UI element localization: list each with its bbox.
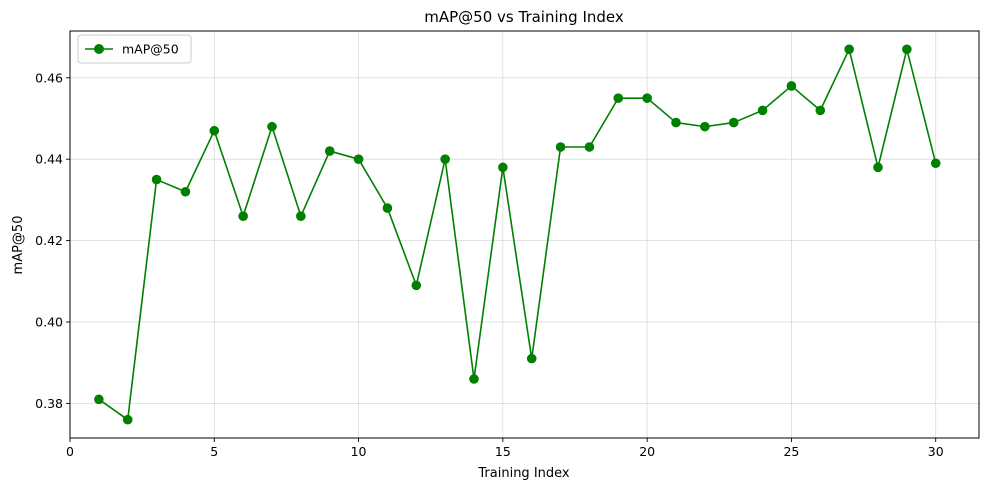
y-tick-label: 0.42 (35, 233, 63, 248)
data-point (324, 146, 335, 156)
x-tick-label: 25 (783, 444, 799, 459)
data-point (786, 81, 797, 91)
data-point (815, 105, 826, 116)
data-point (930, 158, 941, 169)
data-point (469, 374, 479, 384)
data-point (122, 414, 133, 425)
data-point (498, 162, 508, 173)
y-tick-label: 0.44 (35, 152, 63, 167)
data-point (440, 154, 450, 165)
data-point (642, 93, 652, 103)
x-tick-label: 15 (495, 444, 511, 459)
data-point (382, 203, 393, 213)
y-tick-label: 0.40 (35, 315, 63, 330)
legend-label: mAP@50 (122, 42, 179, 57)
y-tick-label: 0.46 (35, 70, 63, 85)
x-tick-label: 20 (639, 444, 655, 459)
legend: mAP@50 (77, 34, 192, 64)
data-point (757, 105, 768, 116)
data-point (353, 154, 364, 165)
axis-ticks: 0 5 10 15 20 25 30 0.38 0.40 0.42 0.44 0.46 (35, 70, 944, 459)
data-point (613, 93, 624, 103)
chart-title: mAP@50 vs Training Index (424, 8, 624, 26)
data-point (526, 353, 537, 364)
data-point (873, 162, 883, 173)
data-point (411, 280, 422, 291)
data-point (902, 44, 912, 55)
data-point (584, 142, 595, 152)
data-point (700, 121, 710, 132)
data-point (728, 117, 739, 128)
x-tick-label: 5 (210, 444, 218, 459)
data-point (267, 121, 277, 132)
data-point (844, 44, 854, 55)
data-point (151, 174, 162, 185)
series-layer (94, 44, 941, 425)
series-line (98, 48, 937, 421)
grid (69, 31, 979, 438)
y-tick-label: 0.38 (35, 396, 63, 411)
data-point (296, 211, 306, 221)
y-axis-title: mAP@50 (11, 216, 26, 275)
data-point (94, 394, 104, 405)
legend-marker-swatch (94, 44, 104, 54)
data-point (180, 186, 191, 197)
data-point (238, 211, 248, 221)
legend-box (77, 34, 192, 64)
data-point (555, 142, 566, 152)
x-tick-label: 30 (928, 444, 944, 459)
x-axis-title: Training Index (477, 466, 570, 481)
data-point (209, 125, 220, 136)
x-tick-label: 10 (351, 444, 367, 459)
x-tick-label: 0 (66, 444, 74, 459)
plot-area-frame (69, 30, 980, 439)
data-point (671, 117, 681, 128)
